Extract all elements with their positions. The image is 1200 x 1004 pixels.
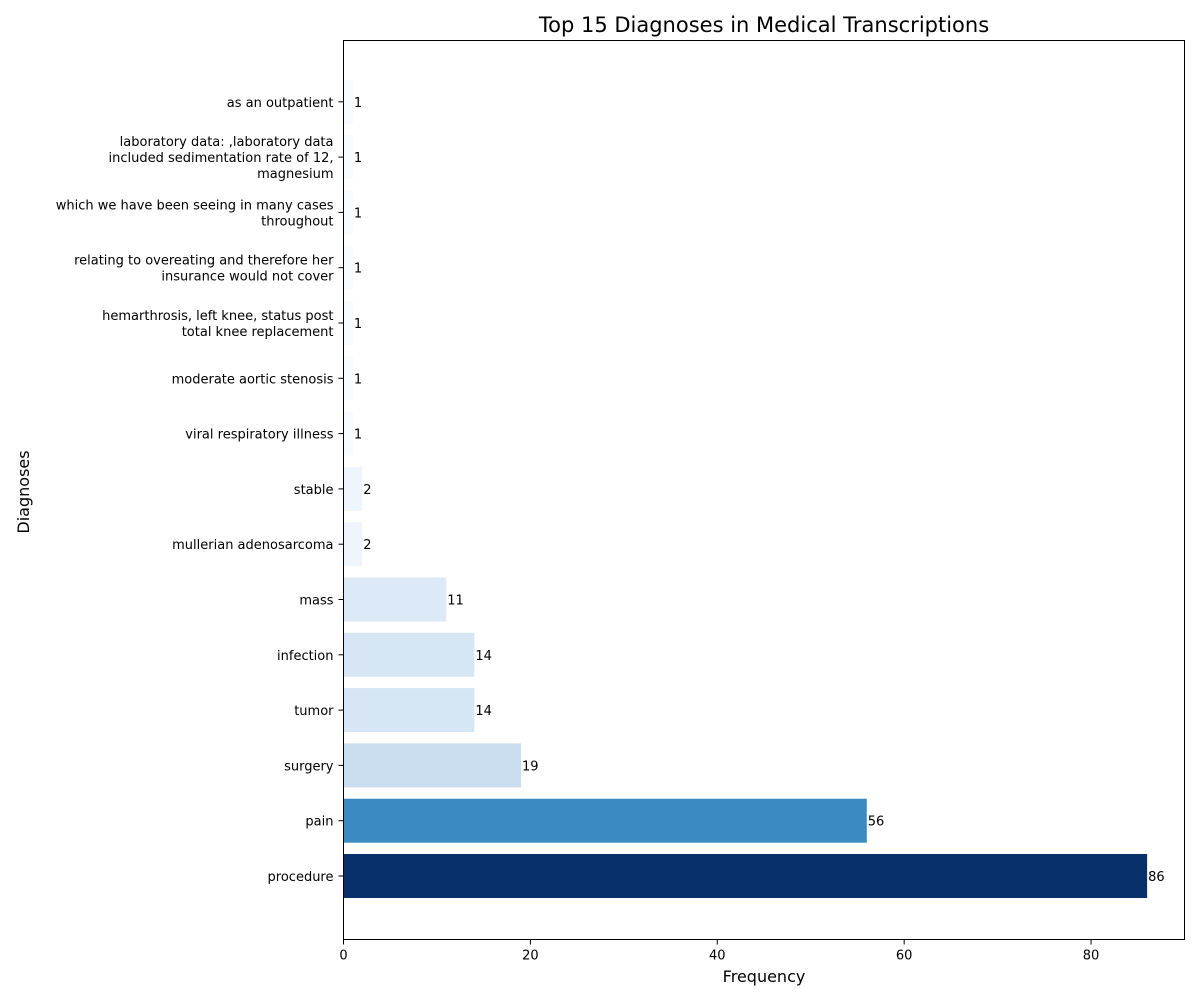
bar-value-label: 1 [354, 96, 362, 111]
bar-value-label: 2 [363, 538, 371, 553]
y-tick-label: included sedimentation rate of 12, [109, 151, 334, 166]
y-tick-label: as an outpatient [227, 96, 334, 111]
bar-value-label: 19 [522, 759, 539, 774]
bars-layer [343, 79, 1148, 898]
y-ticks-layer: procedure pain surgery tumor infection mass mu… [56, 96, 344, 885]
bar [343, 301, 353, 345]
plot-frame [343, 40, 1185, 940]
x-tick-label: 40 [709, 949, 726, 964]
bar-value-label: 1 [354, 372, 362, 387]
y-tick-label: throughout [261, 214, 333, 229]
bar-value-label: 14 [475, 649, 492, 664]
bar-value-label: 2 [363, 483, 371, 498]
bar-value-label: 86 [1148, 870, 1165, 885]
bar-value-label: 11 [447, 594, 464, 609]
bar [343, 466, 363, 511]
bar [343, 798, 867, 843]
x-tick-label: 0 [339, 949, 347, 964]
y-tick-label: mullerian adenosarcoma [172, 538, 333, 553]
y-tick-label: stable [294, 483, 334, 498]
bar-value-label: 1 [354, 262, 362, 277]
bar-value-label: 14 [475, 704, 492, 719]
y-tick-label: surgery [284, 759, 334, 774]
bar [343, 79, 353, 124]
bar [343, 356, 353, 401]
y-tick-label: total knee replacement [182, 325, 334, 340]
bar [343, 632, 475, 677]
bar-value-label: 1 [354, 206, 362, 221]
x-tick-label: 80 [1083, 949, 1100, 964]
chart-title: Top 15 Diagnoses in Medical Transcriptio… [538, 13, 989, 37]
bar-value-label: 1 [354, 151, 362, 166]
y-tick-label: viral respiratory illness [185, 428, 333, 443]
x-axis-label: Frequency [723, 967, 806, 986]
bar [343, 854, 1148, 898]
y-tick-label: infection [277, 649, 333, 664]
y-tick-label: moderate aortic stenosis [172, 372, 334, 387]
x-tick-label: 60 [896, 949, 913, 964]
bar [343, 190, 353, 235]
y-axis-label: Diagnoses [14, 450, 33, 533]
y-tick-label: magnesium [257, 167, 333, 182]
bar-value-label: 1 [354, 317, 362, 332]
y-tick-label: laboratory data: ,laboratory data [120, 135, 334, 150]
bar [343, 411, 353, 456]
y-tick-label: hemarthrosis, left knee, status post [102, 309, 333, 324]
bar [343, 688, 475, 733]
y-tick-label: which we have been seeing in many cases [56, 198, 334, 213]
bar [343, 245, 353, 290]
y-tick-label: tumor [294, 704, 334, 719]
y-tick-label: insurance would not cover [161, 270, 334, 285]
y-tick-label: relating to overeating and therefore her [74, 254, 334, 269]
x-ticks-layer: 0 20 40 60 80 [339, 939, 1100, 964]
bar-value-label: 56 [868, 815, 885, 830]
x-tick-label: 20 [522, 949, 539, 964]
bar [343, 135, 353, 180]
bar [343, 522, 363, 567]
y-tick-label: pain [305, 815, 333, 830]
bar-value-label: 1 [354, 428, 362, 443]
bar [343, 577, 447, 622]
y-tick-label: mass [299, 594, 333, 609]
y-tick-label: procedure [268, 870, 334, 885]
bar [343, 743, 522, 788]
